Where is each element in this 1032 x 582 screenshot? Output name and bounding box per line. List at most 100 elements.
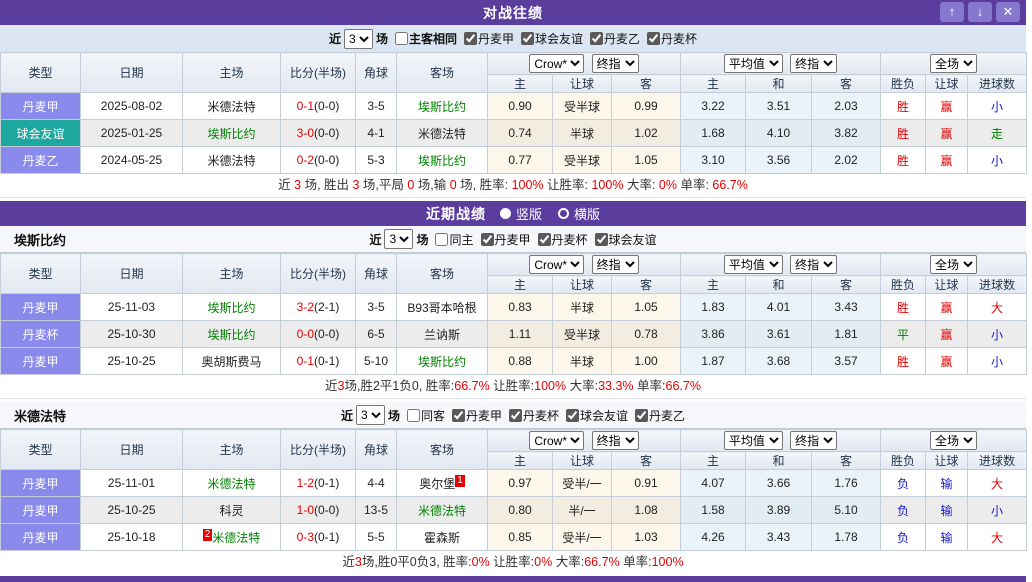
recent-title: 近期战绩 (425, 205, 486, 222)
handicap-result-cell: 输 (925, 523, 969, 551)
result-cell: 负 (880, 496, 927, 524)
fulltime-select[interactable]: 全场 (930, 431, 978, 450)
league-filter-danish-cup[interactable]: 丹麦杯 (505, 407, 559, 424)
same-away-input[interactable] (406, 408, 420, 422)
move-up-button[interactable]: ↑ (940, 2, 964, 22)
next-section-bar (0, 576, 1026, 582)
league-filter-danish-div1[interactable]: 丹麦乙 (586, 30, 640, 47)
move-down-button[interactable]: ↓ (968, 2, 992, 22)
col-home: 主场 (182, 253, 281, 294)
league-checkbox[interactable] (537, 232, 551, 246)
result-cell: 负 (880, 523, 927, 551)
odds-time-select[interactable]: 终指 (591, 54, 639, 73)
odds-home: 1.11 (487, 320, 553, 348)
avg-select[interactable]: 平均值 (723, 54, 783, 73)
league-filter-club-friendly[interactable]: 球会友谊 (591, 231, 657, 248)
league-filter-club-friendly[interactable]: 球会友谊 (517, 30, 583, 47)
bookmaker-select[interactable]: Crow* (529, 255, 585, 274)
odds-handicap: 半球 (552, 119, 612, 147)
league-type-badge: 丹麦甲 (0, 293, 81, 321)
match-score: 1-0(0-0) (280, 496, 356, 524)
league-type-badge: 丹麦甲 (0, 92, 81, 120)
same-home-checkbox[interactable]: 同主 (431, 231, 474, 248)
bookmaker-select[interactable]: Crow* (529, 431, 585, 450)
table-row: 丹麦甲 25-11-03 埃斯比约 3-2(2-1) 3-5 B93哥本哈根 0… (0, 293, 1028, 321)
league-filter-danish-superliga[interactable]: 丹麦甲 (448, 407, 502, 424)
odds-home: 0.74 (487, 119, 553, 147)
team-summary-midtjylland: 近3场,胜0平0负3, 胜率:0% 让胜率:0% 大率:66.7% 单率:100… (0, 551, 1026, 574)
table-row: 丹麦甲 25-10-18 2 米德法特 0-3(0-1) 5-5 霍森斯 0.85… (0, 523, 1028, 551)
league-checkbox[interactable] (566, 408, 580, 422)
handicap-result-cell: 输 (925, 469, 969, 497)
league-filter-danish-superliga[interactable]: 丹麦甲 (460, 30, 514, 47)
match-score: 0-1(0-1) (280, 347, 356, 375)
bookmaker-select[interactable]: Crow* (529, 54, 585, 73)
league-filter-danish-div1[interactable]: 丹麦乙 (631, 407, 685, 424)
league-checkbox[interactable] (590, 32, 604, 45)
fulltime-select[interactable]: 全场 (930, 255, 978, 274)
league-checkbox[interactable] (509, 408, 522, 422)
match-date: 25-10-25 (80, 496, 183, 524)
odds-group-header: Crow* 终指 (487, 429, 681, 452)
avg-draw: 3.89 (745, 496, 812, 524)
avg-select[interactable]: 平均值 (723, 255, 783, 274)
league-checkbox[interactable] (647, 32, 661, 45)
col-type: 类型 (0, 429, 81, 470)
close-button[interactable]: ✕ (996, 2, 1020, 22)
league-checkbox[interactable] (480, 232, 494, 246)
avg-group-header: 平均值 终指 (679, 429, 882, 452)
league-checkbox[interactable] (451, 408, 465, 422)
result-group-header: 全场 (880, 52, 1028, 75)
avg-group-header: 平均值 终指 (679, 253, 882, 276)
team-count-select[interactable]: 3 (384, 229, 414, 249)
odds-home: 0.88 (487, 347, 553, 375)
goals-cell: 小 (967, 320, 1028, 348)
same-home-away-input[interactable] (394, 32, 408, 45)
league-label: 球会友谊 (580, 408, 629, 423)
avg-home: 1.83 (680, 293, 746, 321)
same-home-input[interactable] (435, 232, 449, 246)
home-team: 埃斯比约 (182, 119, 281, 147)
col-result: 胜负 (880, 275, 927, 294)
col-result: 胜负 (880, 451, 927, 470)
h2h-title-bar: 对战往绩 ↑ ↓ ✕ (0, 0, 1026, 25)
layout-horizontal-radio[interactable]: 横版 (558, 204, 600, 223)
team-filter-bar: 近 3 场 同主 丹麦甲 丹麦杯 球会友谊 (369, 229, 657, 249)
fulltime-select[interactable]: 全场 (930, 54, 978, 73)
league-checkbox[interactable] (521, 32, 534, 45)
same-away-checkbox[interactable]: 同客 (403, 407, 445, 424)
handicap-result-cell: 赢 (925, 347, 969, 375)
near-label: 近 (340, 408, 353, 423)
avg-select[interactable]: 平均值 (723, 431, 783, 450)
team-count-select[interactable]: 3 (355, 405, 385, 425)
league-filter-danish-cup[interactable]: 丹麦杯 (643, 30, 697, 47)
league-checkbox[interactable] (463, 32, 477, 45)
odds-home: 0.77 (487, 146, 553, 174)
odds-time-select[interactable]: 终指 (591, 431, 639, 450)
h2h-summary: 近 3 场, 胜出 3 场,平局 0 场,输 0 场, 胜率: 100% 让胜率… (0, 174, 1026, 197)
league-checkbox[interactable] (594, 232, 608, 246)
avg-time-select[interactable]: 终指 (790, 255, 838, 274)
league-filter-danish-cup[interactable]: 丹麦杯 (534, 231, 588, 248)
odds-away: 1.03 (611, 523, 681, 551)
result-cell: 胜 (880, 146, 927, 174)
layout-vertical-radio[interactable]: 竖版 (499, 204, 542, 223)
odds-handicap: 受半球 (552, 320, 612, 348)
odds-handicap: 受半/一 (552, 523, 612, 551)
odds-away: 0.91 (611, 469, 681, 497)
league-filter-club-friendly[interactable]: 球会友谊 (562, 407, 628, 424)
same-home-away-checkbox[interactable]: 主客相同 (391, 30, 457, 47)
avg-away: 1.76 (810, 469, 882, 497)
league-label: 球会友谊 (608, 232, 657, 247)
same-home-away-label: 主客相同 (408, 32, 457, 46)
match-date: 25-10-18 (80, 523, 183, 551)
h2h-count-select[interactable]: 3 (343, 28, 373, 49)
avg-time-select[interactable]: 终指 (790, 431, 838, 450)
avg-time-select[interactable]: 终指 (790, 54, 838, 73)
league-filter-danish-superliga[interactable]: 丹麦甲 (477, 231, 531, 248)
league-checkbox[interactable] (635, 408, 649, 422)
odds-time-select[interactable]: 终指 (591, 255, 639, 274)
avg-home: 1.87 (680, 347, 746, 375)
league-type-badge: 丹麦甲 (0, 496, 81, 524)
